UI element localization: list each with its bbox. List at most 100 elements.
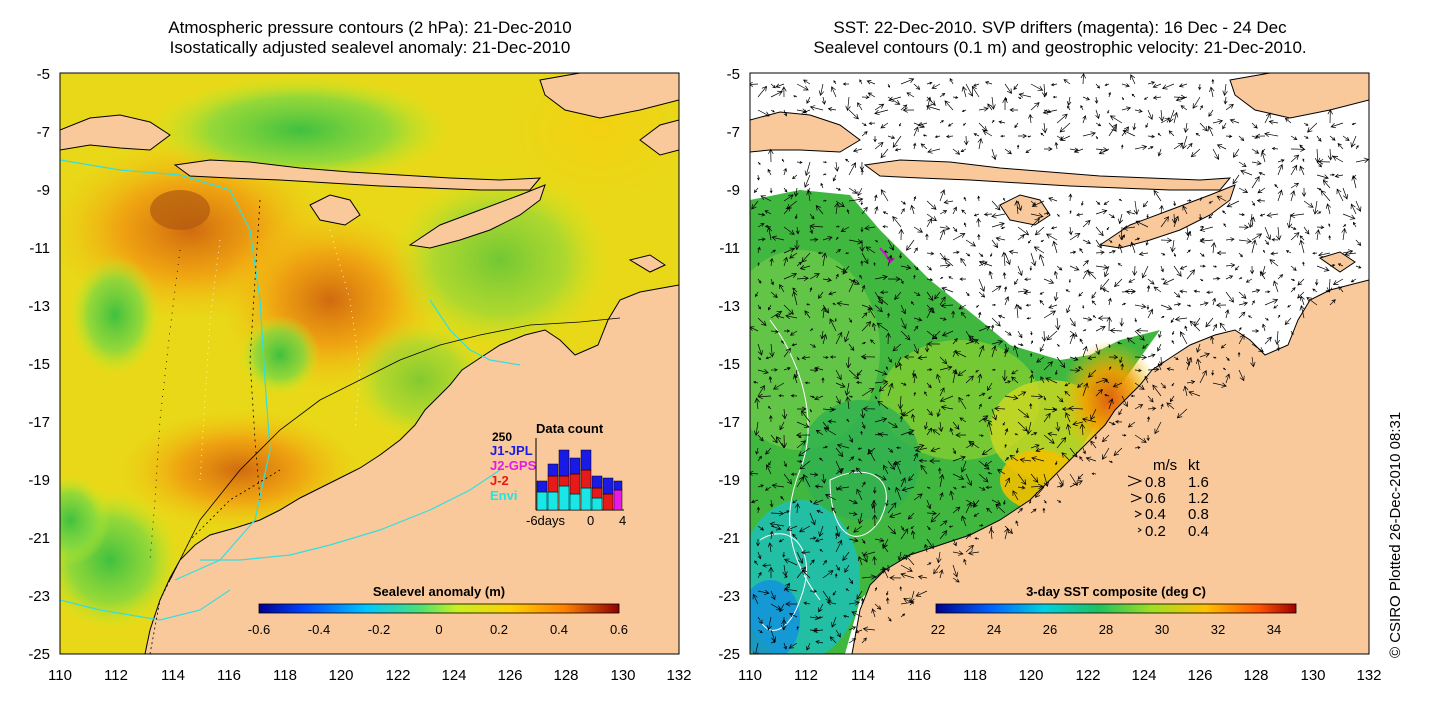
- velocity-arrow: [799, 264, 811, 271]
- velocity-arrow: [789, 252, 798, 259]
- velocity-arrow: [1208, 109, 1214, 117]
- left-colorbar: Sealevel anomaly (m) -0.6 -0.4 -0.2 0 0.…: [248, 584, 628, 637]
- velocity-arrow: [926, 341, 941, 347]
- legend-kt-value: 0.8: [1188, 506, 1209, 523]
- velocity-arrow: [990, 96, 996, 110]
- velocity-arrow: [952, 148, 961, 155]
- velocity-arrow: [1152, 95, 1162, 100]
- velocity-arrow: [848, 196, 864, 203]
- velocity-arrow: [1186, 142, 1193, 150]
- velocity-arrow: [814, 395, 824, 401]
- velocity-arrow: [899, 586, 903, 592]
- left-x-tick: 120: [328, 667, 353, 684]
- velocity-arrow: [1109, 115, 1123, 124]
- velocity-arrow: [1173, 252, 1176, 257]
- velocity-arrow: [948, 276, 954, 280]
- velocity-arrow: [1199, 226, 1214, 232]
- velocity-arrow: [831, 507, 837, 514]
- velocity-arrow: [1251, 148, 1260, 154]
- velocity-arrow: [1299, 295, 1305, 306]
- velocity-arrow: [1068, 405, 1084, 412]
- velocity-arrow: [925, 233, 929, 241]
- right-colorbar-tick: 22: [931, 622, 945, 637]
- velocity-arrow: [1355, 265, 1362, 269]
- velocity-arrow: [786, 525, 798, 532]
- velocity-arrow: [1225, 275, 1234, 280]
- velocity-arrow: [1224, 309, 1230, 319]
- velocity-arrow: [926, 213, 937, 222]
- velocity-arrow: [1186, 380, 1196, 385]
- velocity-arrow: [913, 274, 916, 280]
- velocity-arrow: [978, 325, 991, 332]
- velocity-arrow: [892, 343, 902, 352]
- velocity-arrow: [872, 514, 878, 527]
- velocity-arrow: [1017, 265, 1023, 277]
- velocity-arrow: [840, 226, 850, 232]
- velocity-arrow: [1030, 369, 1033, 374]
- right-title-line2: Sealevel contours (0.1 m) and geostrophi…: [813, 38, 1307, 57]
- velocity-arrow: [939, 92, 946, 98]
- velocity-arrow: [1095, 109, 1100, 120]
- velocity-arrow: [898, 228, 904, 241]
- velocity-arrow: [1325, 203, 1332, 215]
- velocity-arrow: [978, 403, 982, 410]
- velocity-arrow: [1061, 407, 1071, 412]
- velocity-arrow: [765, 356, 772, 360]
- right-x-tick: 132: [1356, 667, 1381, 684]
- left-x-tick: 118: [273, 667, 297, 684]
- velocity-arrow: [1238, 291, 1247, 299]
- velocity-arrow: [757, 551, 762, 560]
- velocity-arrow: [842, 265, 850, 275]
- velocity-arrow: [772, 382, 785, 390]
- velocity-arrow: [1055, 421, 1061, 432]
- velocity-arrow: [1004, 83, 1012, 95]
- velocity-arrow: [1127, 421, 1136, 428]
- velocity-arrow: [809, 536, 817, 540]
- velocity-arrow: [960, 148, 967, 153]
- velocity-arrow: [959, 417, 967, 423]
- velocity-arrow: [821, 473, 827, 484]
- velocity-arrow: [873, 262, 876, 267]
- velocity-arrow: [1082, 131, 1096, 137]
- velocity-arrow: [961, 485, 967, 489]
- velocity-arrow: [887, 83, 891, 88]
- velocity-arrow: [1068, 193, 1073, 202]
- left-x-tick: 132: [666, 667, 691, 684]
- velocity-arrow: [1030, 330, 1033, 336]
- velocity-arrow: [1147, 308, 1153, 319]
- left-colorbar-tick: -0.2: [368, 622, 390, 637]
- velocity-arrow: [1173, 215, 1180, 228]
- velocity-arrow: [1307, 122, 1318, 133]
- velocity-arrow: [1290, 278, 1295, 281]
- velocity-arrow: [1030, 340, 1034, 345]
- velocity-arrow: [887, 460, 895, 471]
- left-x-tick: 116: [217, 667, 241, 684]
- velocity-arrow: [991, 119, 995, 124]
- velocity-arrow: [900, 525, 905, 531]
- velocity-arrow: [939, 473, 945, 488]
- velocity-arrow: [1095, 226, 1104, 237]
- legend-header-kt: kt: [1188, 457, 1201, 474]
- velocity-arrow: [1004, 525, 1013, 534]
- velocity-arrow: [848, 187, 858, 194]
- velocity-arrow: [900, 613, 906, 618]
- velocity-arrow: [944, 100, 954, 111]
- velocity-arrow: [978, 524, 984, 527]
- bar-j2: [547, 475, 559, 493]
- velocity-arrow: [1260, 151, 1266, 163]
- right-y-tick: -7: [727, 124, 740, 141]
- velocity-arrow: [925, 104, 941, 111]
- velocity-arrow: [848, 511, 858, 516]
- velocity-arrow: [1277, 159, 1285, 163]
- velocity-arrow: [1030, 252, 1037, 267]
- velocity-arrow: [987, 471, 993, 475]
- velocity-arrow: [939, 262, 951, 269]
- velocity-arrow: [1135, 220, 1149, 228]
- velocity-arrow: [770, 510, 785, 517]
- velocity-arrow: [821, 306, 827, 319]
- velocity-arrow: [1223, 96, 1228, 105]
- legend-ms-value: 0.4: [1145, 506, 1166, 523]
- velocity-arrow: [822, 559, 827, 566]
- sumba-island: [999, 194, 1051, 226]
- velocity-arrow: [783, 187, 788, 193]
